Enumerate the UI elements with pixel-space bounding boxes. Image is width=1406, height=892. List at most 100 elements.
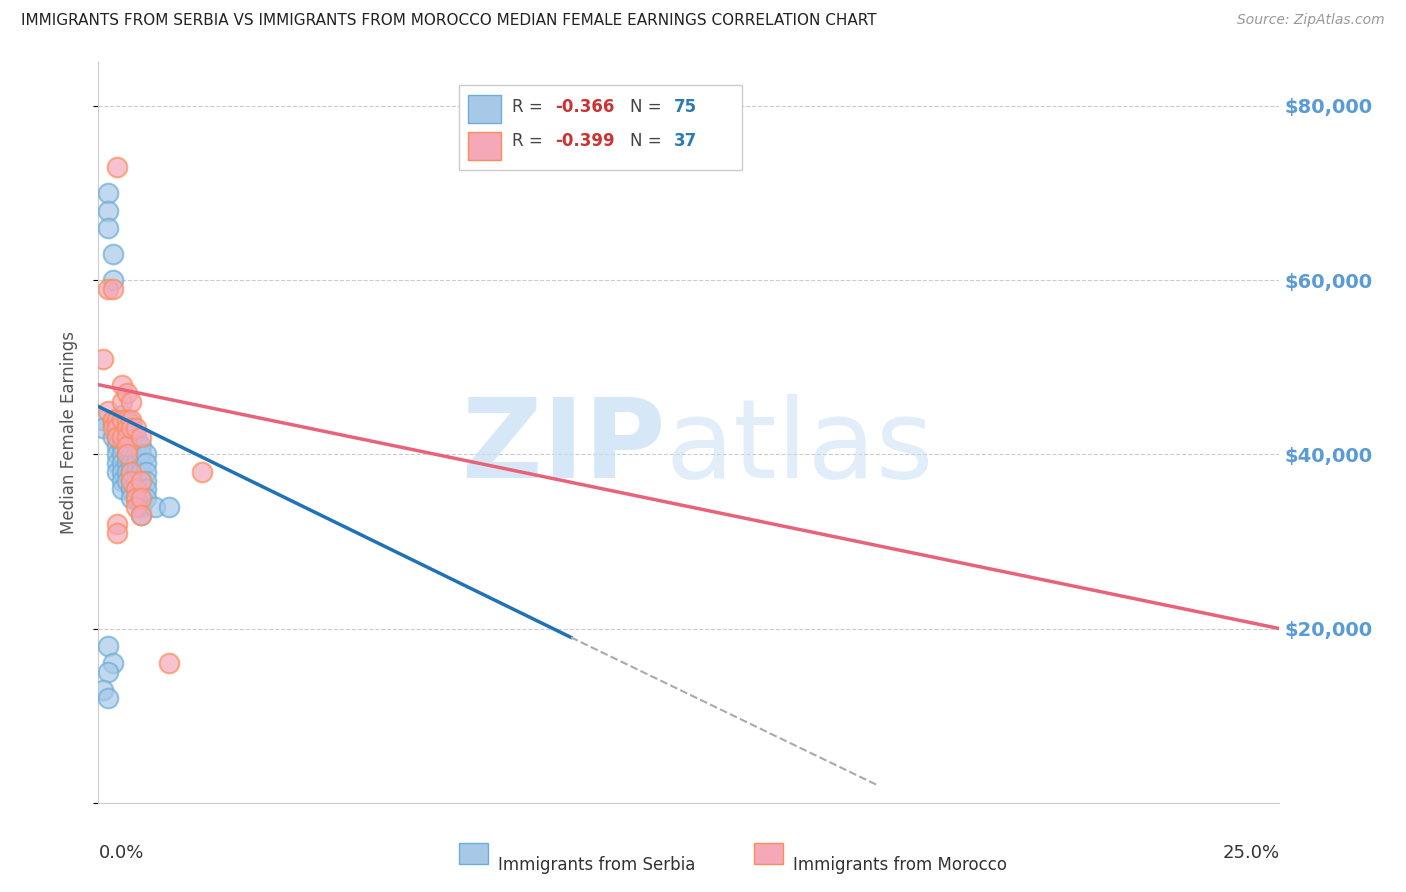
Point (135, 456, 157, 470)
Text: 37: 37 (673, 132, 697, 150)
Point (105, 421, 128, 435)
Point (125, 491, 148, 505)
Point (111, 474, 134, 488)
Point (111, 447, 134, 461)
Point (97, 691, 120, 706)
Point (105, 412, 128, 426)
Text: -0.399: -0.399 (555, 132, 614, 150)
Point (125, 430, 148, 444)
Point (121, 417, 143, 431)
Point (129, 482, 152, 496)
Point (135, 482, 157, 496)
Bar (468, 95, 501, 123)
Point (105, 525, 128, 540)
Point (111, 412, 134, 426)
Point (97, 186, 120, 200)
Point (115, 465, 138, 479)
Point (125, 482, 148, 496)
Text: N =: N = (630, 132, 666, 150)
Text: 75: 75 (673, 98, 697, 116)
Point (115, 386, 138, 401)
Point (101, 657, 124, 671)
Point (135, 491, 157, 505)
Point (101, 247, 124, 261)
Point (191, 465, 214, 479)
Point (125, 421, 148, 435)
Point (97, 639, 120, 653)
Point (143, 500, 166, 514)
Point (121, 465, 143, 479)
Point (101, 417, 124, 431)
Text: Immigrants from Serbia: Immigrants from Serbia (498, 856, 695, 874)
Point (105, 517, 128, 532)
Point (105, 412, 128, 426)
Point (97, 404, 120, 418)
Bar (754, 843, 783, 863)
Bar (458, 843, 488, 863)
Text: ZIP: ZIP (463, 394, 665, 501)
Point (129, 500, 152, 514)
Point (105, 456, 128, 470)
Point (115, 421, 138, 435)
Point (97, 282, 120, 296)
Point (111, 421, 134, 435)
Point (111, 465, 134, 479)
Point (115, 421, 138, 435)
Point (111, 417, 134, 431)
Point (115, 439, 138, 453)
Point (121, 421, 143, 435)
Text: atlas: atlas (665, 394, 934, 501)
Point (121, 482, 143, 496)
Point (101, 273, 124, 287)
Point (115, 430, 138, 444)
Y-axis label: Median Female Earnings: Median Female Earnings (59, 331, 77, 534)
Point (115, 412, 138, 426)
Point (125, 491, 148, 505)
Point (115, 439, 138, 453)
Point (111, 395, 134, 409)
Point (105, 160, 128, 174)
Text: R =: R = (512, 132, 548, 150)
Point (121, 395, 143, 409)
Point (91, 421, 114, 435)
Point (115, 474, 138, 488)
Point (111, 456, 134, 470)
Text: 25.0%: 25.0% (1222, 844, 1279, 862)
Point (121, 439, 143, 453)
Point (91, 351, 114, 366)
Point (125, 465, 148, 479)
Point (135, 474, 157, 488)
Point (105, 439, 128, 453)
Point (157, 657, 180, 671)
Point (121, 412, 143, 426)
Point (111, 439, 134, 453)
Point (97, 665, 120, 680)
Point (125, 447, 148, 461)
Point (129, 508, 152, 523)
Bar (468, 132, 501, 161)
Point (129, 447, 152, 461)
Point (121, 430, 143, 444)
Point (91, 682, 114, 697)
Text: 0.0%: 0.0% (98, 844, 143, 862)
Point (105, 447, 128, 461)
Point (111, 377, 134, 392)
Point (105, 430, 128, 444)
Point (111, 408, 134, 422)
Point (129, 430, 152, 444)
Point (125, 500, 148, 514)
Point (101, 412, 124, 426)
Point (97, 203, 120, 218)
Point (105, 421, 128, 435)
Point (115, 447, 138, 461)
Point (135, 447, 157, 461)
Point (129, 474, 152, 488)
Point (115, 456, 138, 470)
Point (121, 447, 143, 461)
Point (135, 465, 157, 479)
Text: Source: ZipAtlas.com: Source: ZipAtlas.com (1237, 13, 1385, 28)
Point (121, 491, 143, 505)
Point (121, 474, 143, 488)
Point (111, 430, 134, 444)
Text: -0.366: -0.366 (555, 98, 614, 116)
